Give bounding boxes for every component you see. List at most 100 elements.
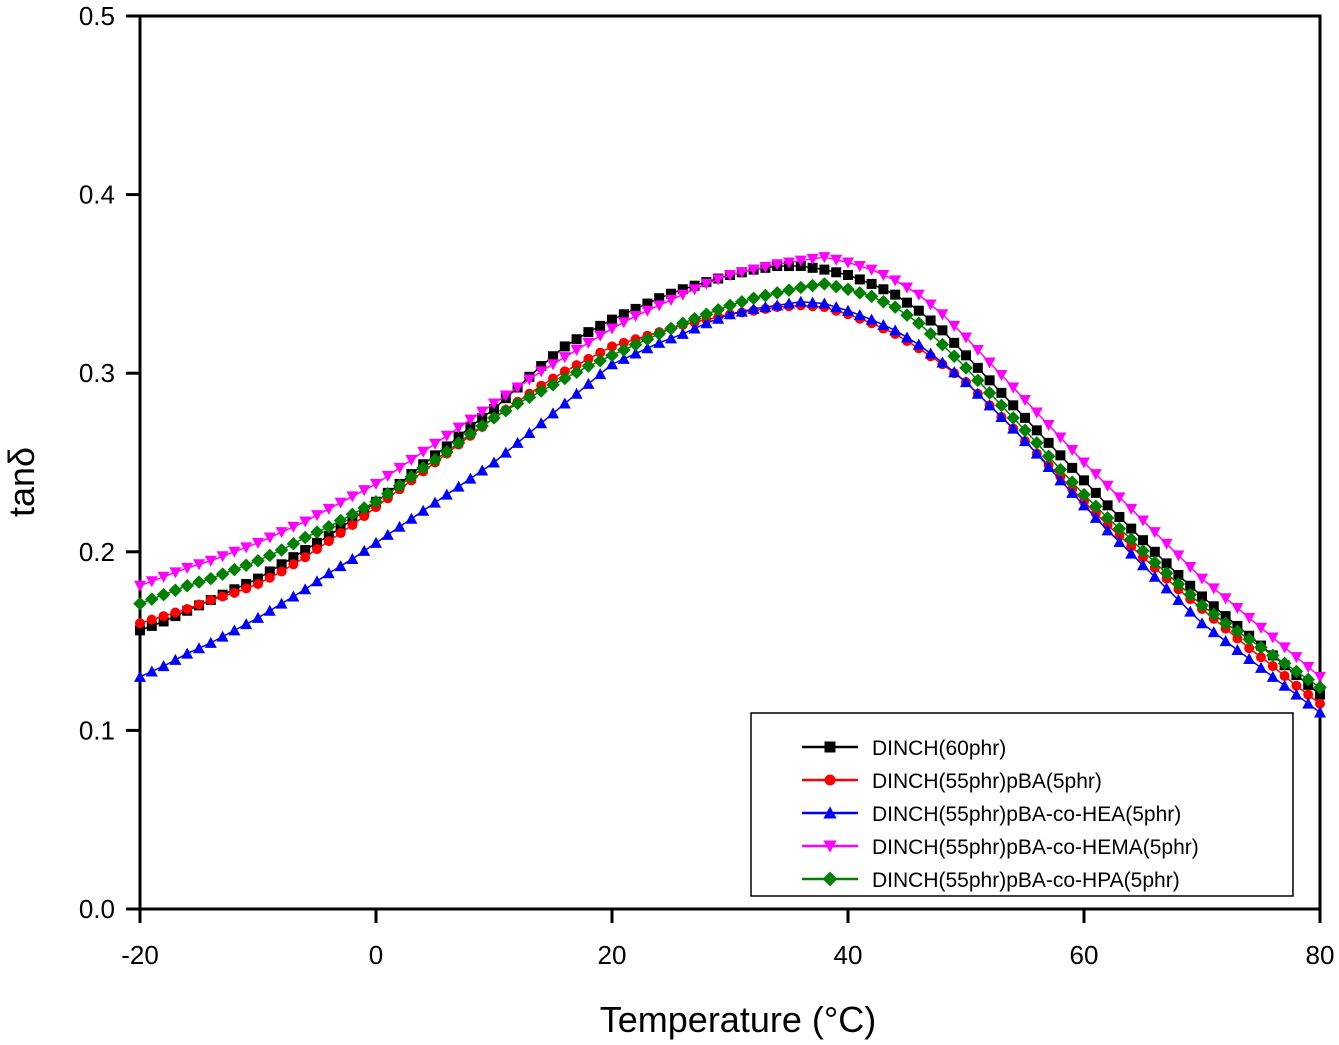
data-point [547,407,559,419]
legend: DINCH(60phr) DINCH(55phr)pBA(5phr) DINCH(5… [750,712,1294,897]
data-point [253,573,263,584]
data-point [1126,523,1137,534]
legend-label: DINCH(55phr)pBA-co-HEA(5phr) [872,803,1181,826]
data-point [1279,670,1290,681]
data-point [937,325,948,336]
data-point [322,567,335,579]
data-point [252,537,264,549]
data-point [169,567,182,579]
data-point [182,603,193,614]
data-point [1278,679,1291,691]
data-point [912,316,926,330]
data-point [996,387,1007,398]
legend-item: DINCH(55phr)pBA-co-HEMA(5phr) [802,836,1199,859]
data-point [995,410,1008,422]
data-point [831,267,842,278]
data-point [770,286,784,300]
data-point [665,332,677,344]
data-point [322,520,336,534]
series-line [139,304,1321,705]
data-point [913,305,924,316]
data-point [429,438,441,450]
data-point [476,406,489,418]
data-point [842,304,854,316]
x-tick-label: -20 [121,940,159,970]
x-tick-label: 20 [598,940,627,970]
data-point [1113,535,1126,547]
data-point [193,642,205,654]
data-point [617,343,631,357]
data-point [759,261,772,273]
data-point [912,338,925,350]
series-4 [134,252,1326,683]
data-point [900,308,914,322]
data-point [948,320,961,332]
data-point [1172,550,1185,562]
data-point [370,536,382,548]
data-point [1290,688,1303,700]
data-point [476,464,489,476]
data-point [1053,462,1068,477]
data-point [699,307,714,322]
data-point [240,542,253,554]
data-point [440,445,454,459]
data-point [1159,566,1174,580]
data-point [676,327,689,339]
data-point [1019,394,1031,406]
data-point [971,373,985,388]
data-point [392,478,407,493]
data-point [1136,544,1150,558]
data-point [676,316,690,330]
data-point [794,255,807,267]
data-point [523,374,536,386]
y-tick-label: 0.5 [79,1,115,31]
data-point [300,545,311,556]
data-point [475,419,489,433]
data-point [829,279,843,294]
data-point [146,620,157,631]
data-point [511,436,524,448]
legend-item: DINCH(55phr)pBA(5phr) [802,770,1102,793]
data-point [1219,635,1232,647]
data-point [947,349,961,363]
data-point [1149,546,1160,557]
data-point [158,611,169,622]
data-point [205,595,216,606]
data-point [1196,573,1208,585]
data-point [582,377,595,389]
data-point [335,522,346,533]
data-point [499,390,512,402]
series-line [139,283,1321,689]
data-point [216,630,229,642]
data-point [535,417,548,429]
data-point [134,580,146,592]
data-point [794,280,808,295]
data-point [1277,656,1292,671]
data-point [570,344,583,356]
data-point [1043,437,1054,448]
data-point [593,353,607,368]
data-point [1266,632,1279,644]
data-point [771,259,784,271]
data-point [312,544,322,555]
data-point [1066,444,1079,456]
data-point [606,323,618,335]
data-point [1078,457,1090,469]
data-point [417,446,430,458]
data-point [794,295,807,307]
data-point [1007,422,1020,434]
data-point [877,318,890,330]
data-point [536,361,547,372]
data-point [1196,617,1208,629]
data-point [629,311,642,323]
data-point [1254,640,1268,655]
data-point [641,342,654,354]
data-point [1031,425,1042,436]
data-point [818,297,831,309]
data-point [253,578,263,589]
data-point [1219,593,1232,605]
data-point [605,348,619,363]
data-point [358,544,371,556]
data-point [782,283,796,297]
data-point [865,264,878,276]
